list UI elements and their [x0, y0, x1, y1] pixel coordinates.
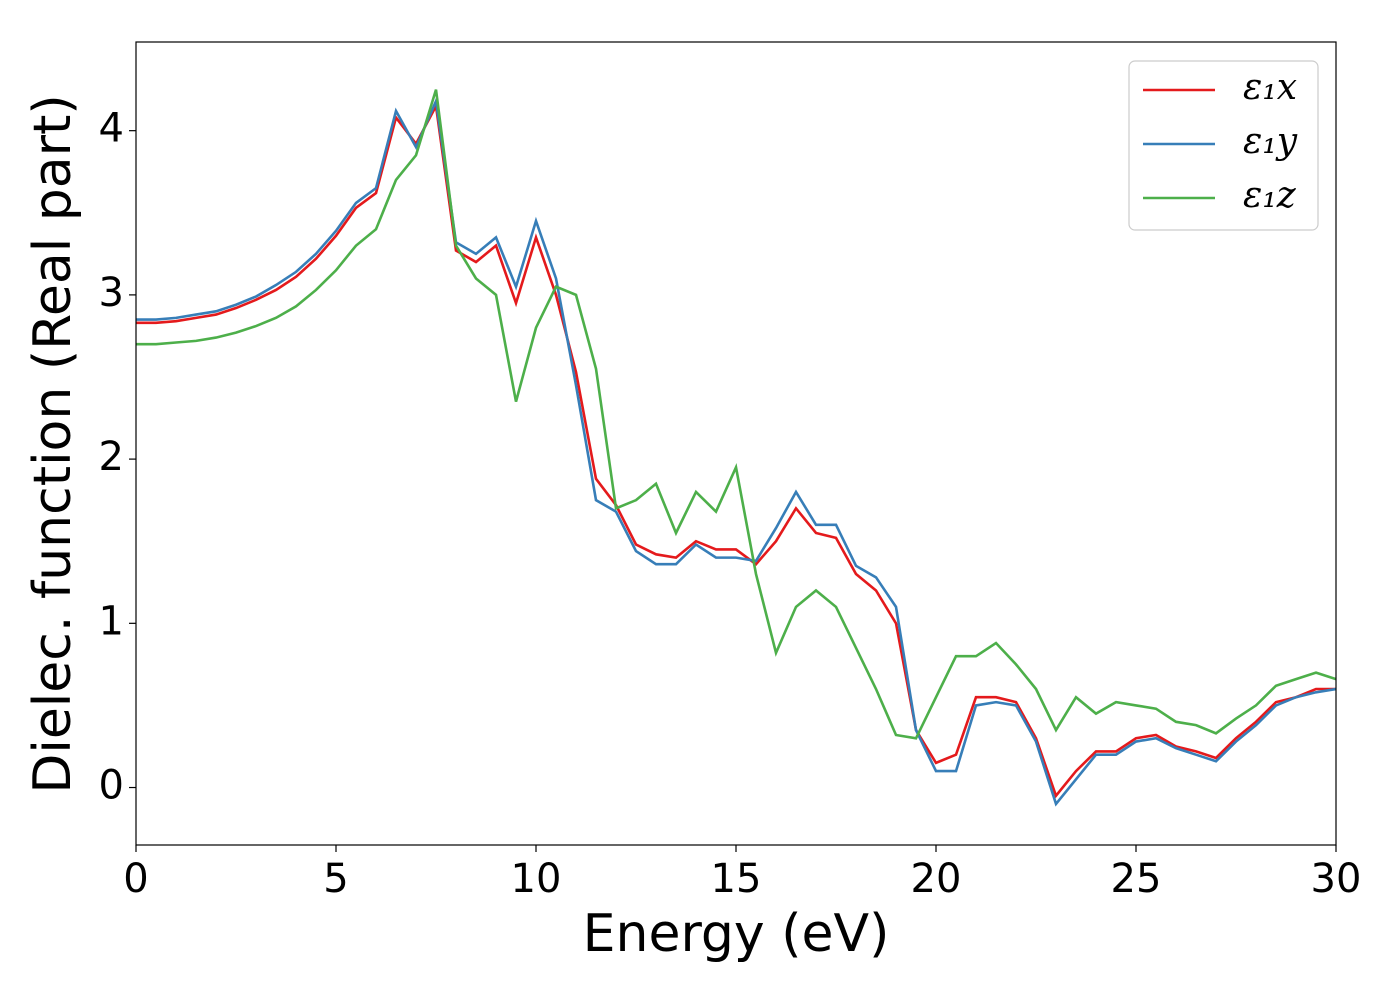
legend-box [1128, 60, 1319, 231]
y-tick-label: 1 [99, 598, 124, 644]
x-tick-label: 30 [1311, 856, 1362, 902]
x-tick-label: 10 [511, 856, 562, 902]
legend-label: ε₁y [1243, 121, 1298, 162]
y-tick-label: 3 [99, 270, 124, 316]
y-axis-label: Dielec. function (Real part) [23, 94, 83, 793]
legend-label: ε₁z [1243, 175, 1297, 216]
data-line [136, 96, 1336, 807]
x-tick-label: 0 [123, 856, 148, 902]
data-line [136, 101, 1336, 799]
x-tick-label: 20 [911, 856, 962, 902]
y-tick-label: 4 [99, 106, 124, 152]
x-tick-label: 15 [711, 856, 762, 902]
x-tick-label: 5 [323, 856, 348, 902]
legend-label: ε₁x [1243, 67, 1297, 108]
y-tick-label: 2 [99, 434, 124, 480]
data-line [136, 89, 1336, 740]
x-tick-label: 25 [1111, 856, 1162, 902]
x-axis-label: Energy (eV) [583, 904, 890, 964]
y-tick-label: 0 [99, 763, 124, 809]
